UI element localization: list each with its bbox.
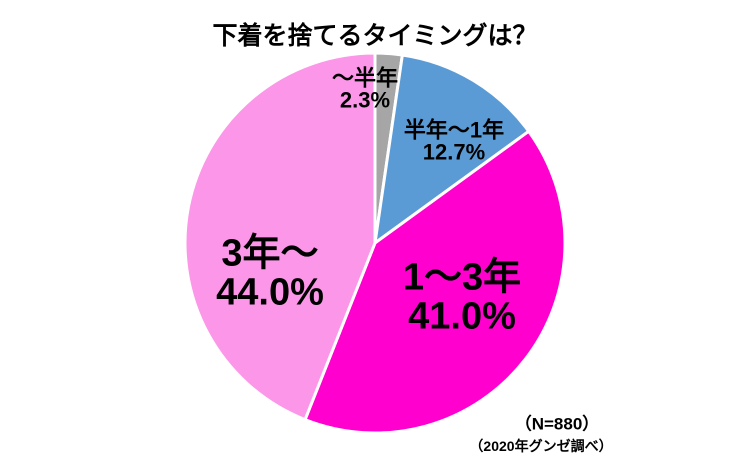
slice-label-upto-half-year: ～半年 2.3% bbox=[331, 65, 399, 113]
slice-label-category: 1～3年 bbox=[402, 256, 522, 299]
pie-slice-2 bbox=[303, 129, 567, 435]
slice-label-category: ～半年 bbox=[331, 65, 399, 91]
slice-label-three-years-plus: 3年～ 44.0% bbox=[216, 234, 324, 312]
chart-title: 下着を捨てるタイミングは？ bbox=[212, 22, 538, 50]
slice-label-half-to-one-year: 半年～1年 12.7% bbox=[403, 117, 505, 165]
slice-label-category: 3年～ bbox=[221, 232, 319, 275]
sample-size-note: （N=880） bbox=[514, 414, 600, 434]
slice-label-percent: 12.7% bbox=[422, 140, 486, 165]
pie-slice-1 bbox=[373, 53, 531, 245]
slice-label-one-to-three-years: 1～3年 41.0% bbox=[403, 258, 521, 336]
pie-slice-3 bbox=[183, 51, 377, 422]
slice-label-category: 半年～1年 bbox=[403, 117, 505, 143]
slice-label-percent: 2.3% bbox=[339, 88, 391, 113]
source-note: （2020年グンゼ調べ） bbox=[469, 438, 613, 454]
slice-label-percent: 44.0% bbox=[216, 271, 324, 313]
slice-label-percent: 41.0% bbox=[408, 295, 516, 337]
